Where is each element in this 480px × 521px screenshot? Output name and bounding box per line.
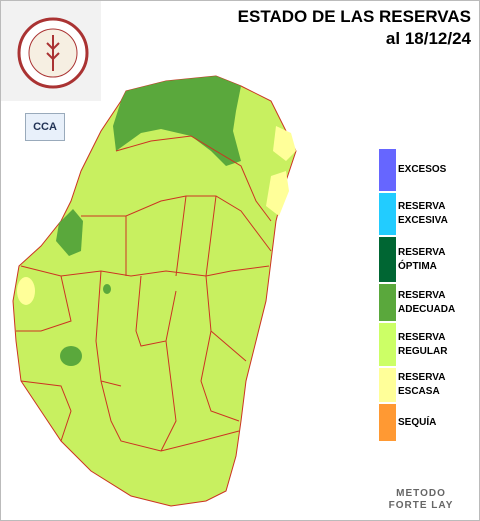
legend-label: RESERVA EXCESIVA	[398, 201, 448, 226]
legend-label: RESERVA REGULAR	[398, 331, 448, 357]
zone-adequate	[60, 346, 82, 366]
method: METODO FORTE LAY	[388, 488, 454, 511]
zone-adequate	[113, 76, 241, 166]
department-borders	[16, 135, 272, 452]
legend-swatch	[379, 149, 396, 191]
legend-label: EXCESOS	[398, 164, 447, 175]
zone-scarce	[17, 277, 35, 305]
zone-scarce	[273, 126, 296, 161]
legend-label: RESERVA ÓPTIMA	[398, 246, 446, 272]
legend-swatch	[379, 284, 396, 321]
date: al 18/12/24	[385, 29, 471, 48]
legend-swatch	[379, 404, 396, 441]
logo-icon	[46, 35, 60, 71]
zone-scarce	[266, 171, 289, 216]
legend-swatch	[379, 237, 396, 282]
legend-swatch	[379, 323, 396, 366]
zone-adequate	[103, 284, 111, 294]
title: ESTADO DE LAS RESERVAS	[237, 7, 471, 26]
legend-swatch	[379, 368, 396, 402]
legend-swatch	[379, 193, 396, 235]
legend-label: SEQUÍA	[398, 416, 437, 428]
legend-label: RESERVA ESCASA	[398, 372, 446, 397]
zone-adequate	[56, 209, 83, 256]
badge: CCA	[25, 113, 65, 141]
legend-label: RESERVA ADECUADA	[398, 289, 456, 315]
